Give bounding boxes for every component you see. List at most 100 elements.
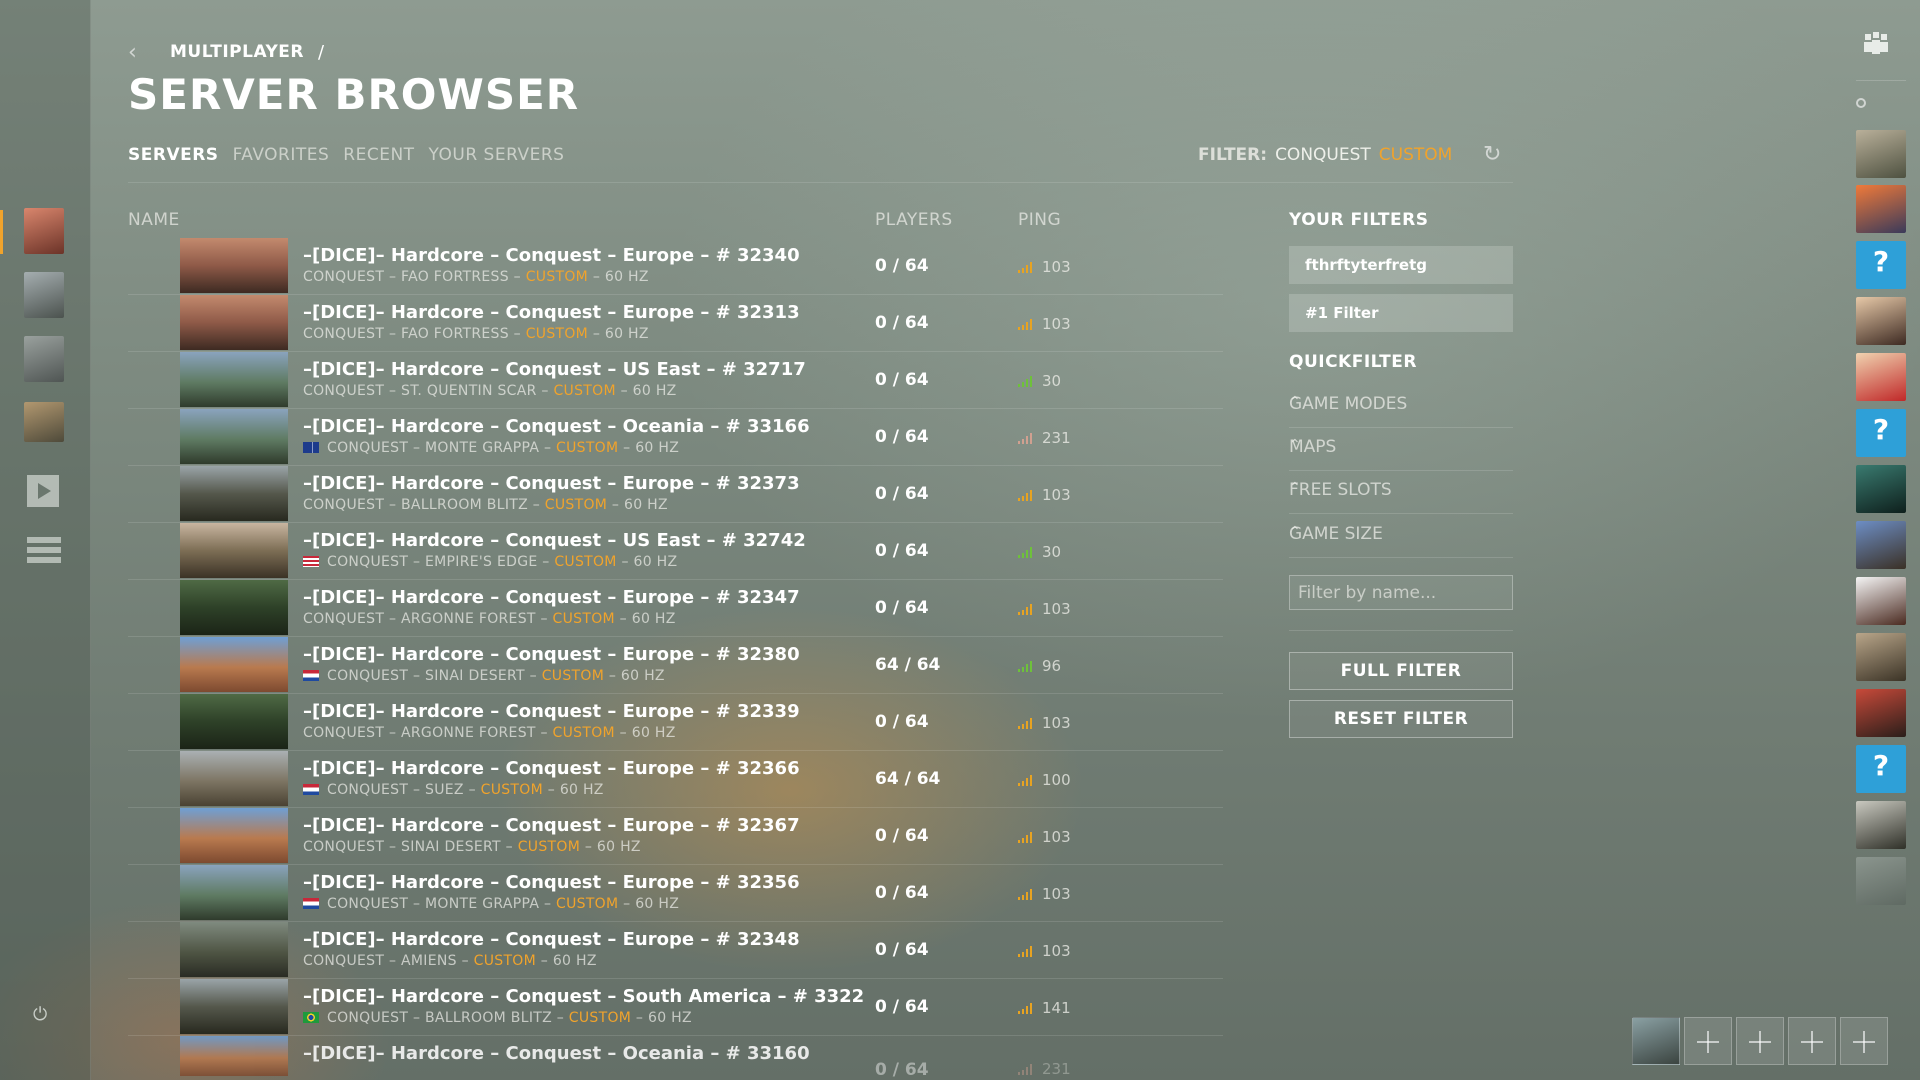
menu-icon[interactable] bbox=[27, 537, 61, 569]
server-row[interactable]: –[DICE]– Hardcore – Conquest – Europe – … bbox=[128, 694, 1223, 751]
friend-avatar[interactable] bbox=[1856, 801, 1906, 849]
friend-avatar[interactable] bbox=[1856, 353, 1906, 401]
server-rate: 60 HZ bbox=[604, 269, 649, 285]
saved-filter-2[interactable]: #1 Filter bbox=[1289, 294, 1513, 332]
server-ping: 30 bbox=[1018, 372, 1061, 390]
friend-avatar[interactable] bbox=[1856, 689, 1906, 737]
ping-value: 103 bbox=[1042, 885, 1071, 903]
squad-icon[interactable] bbox=[1862, 30, 1890, 58]
server-row[interactable]: –[DICE]– Hardcore – Conquest – Europe – … bbox=[128, 580, 1223, 637]
full-filter-button[interactable]: FULL FILTER bbox=[1289, 652, 1513, 690]
tab-recent[interactable]: RECENT bbox=[343, 145, 415, 165]
friend-avatar[interactable] bbox=[1856, 130, 1906, 178]
server-row[interactable]: –[DICE]– Hardcore – Conquest – US East –… bbox=[128, 523, 1223, 580]
signal-bars-icon bbox=[1018, 1002, 1034, 1014]
server-players: 0 / 64 bbox=[875, 826, 929, 846]
server-row[interactable]: –[DICE]– Hardcore – Conquest – Europe – … bbox=[128, 466, 1223, 523]
tab-favorites[interactable]: FAVORITES bbox=[232, 145, 330, 165]
status-dot-icon[interactable] bbox=[1856, 98, 1866, 108]
play-icon[interactable] bbox=[27, 475, 59, 507]
server-map: SINAI DESERT bbox=[401, 839, 501, 855]
signal-bars-icon bbox=[1018, 489, 1034, 501]
server-map: FAO FORTRESS bbox=[401, 269, 509, 285]
refresh-icon[interactable]: ↻ bbox=[1483, 142, 1502, 167]
server-details: CONQUEST – EMPIRE'S EDGE – CUSTOM – 60 H… bbox=[303, 554, 677, 570]
friend-avatar[interactable] bbox=[1856, 577, 1906, 625]
server-row[interactable]: –[DICE]– Hardcore – Conquest – US East –… bbox=[128, 352, 1223, 409]
chevron-left-icon[interactable]: ‹ bbox=[128, 39, 137, 65]
server-name: –[DICE]– Hardcore – Conquest – Europe – … bbox=[303, 872, 800, 893]
server-tag: CUSTOM bbox=[541, 668, 605, 684]
friend-avatar-default[interactable] bbox=[1856, 745, 1906, 793]
friend-avatar[interactable] bbox=[1856, 521, 1906, 569]
tab-servers[interactable]: SERVERS bbox=[128, 145, 219, 165]
server-details: CONQUEST – FAO FORTRESS – CUSTOM – 60 HZ bbox=[303, 269, 649, 285]
column-header-name[interactable]: NAME bbox=[128, 210, 180, 230]
map-thumbnail bbox=[180, 865, 288, 920]
friend-avatar-default[interactable] bbox=[1856, 241, 1906, 289]
signal-bars-icon bbox=[1018, 318, 1034, 330]
server-mode: CONQUEST bbox=[327, 896, 409, 912]
server-details: CONQUEST – SINAI DESERT – CUSTOM – 60 HZ bbox=[303, 839, 641, 855]
server-row[interactable]: –[DICE]– Hardcore – Conquest – Europe – … bbox=[128, 808, 1223, 865]
server-row[interactable]: –[DICE]– Hardcore – Conquest – South Ame… bbox=[128, 979, 1223, 1036]
nav-soldier-portrait-2[interactable] bbox=[24, 272, 64, 318]
map-thumbnail bbox=[180, 295, 288, 350]
add-squad-member-button[interactable] bbox=[1788, 1017, 1836, 1065]
signal-bars-icon bbox=[1018, 375, 1034, 387]
quickfilter-maps[interactable]: MAPS ⌃ bbox=[1289, 427, 1513, 471]
column-header-players[interactable]: PLAYERS bbox=[875, 210, 953, 230]
friend-avatar[interactable] bbox=[1856, 185, 1906, 233]
server-players: 0 / 64 bbox=[875, 313, 929, 333]
ping-value: 103 bbox=[1042, 828, 1071, 846]
add-squad-member-button[interactable] bbox=[1684, 1017, 1732, 1065]
squad-slot-player[interactable] bbox=[1632, 1017, 1680, 1065]
server-row[interactable]: –[DICE]– Hardcore – Conquest – Europe – … bbox=[128, 238, 1223, 295]
server-row[interactable]: –[DICE]– Hardcore – Conquest – Oceania –… bbox=[128, 1036, 1223, 1080]
friends-bar-divider bbox=[1856, 80, 1906, 81]
friend-avatar[interactable] bbox=[1856, 857, 1906, 905]
server-row[interactable]: –[DICE]– Hardcore – Conquest – Europe – … bbox=[128, 295, 1223, 352]
power-icon[interactable]: ⏻ bbox=[33, 1004, 48, 1025]
server-row[interactable]: –[DICE]– Hardcore – Conquest – Europe – … bbox=[128, 922, 1223, 979]
active-filter-summary[interactable]: FILTER: CONQUEST CUSTOM bbox=[1198, 145, 1452, 165]
server-row[interactable]: –[DICE]– Hardcore – Conquest – Europe – … bbox=[128, 865, 1223, 922]
server-details: CONQUEST – ARGONNE FOREST – CUSTOM – 60 … bbox=[303, 725, 676, 741]
map-thumbnail bbox=[180, 580, 288, 635]
map-thumbnail bbox=[180, 1036, 288, 1076]
signal-bars-icon bbox=[1018, 603, 1034, 615]
nav-vehicle-icon[interactable] bbox=[24, 402, 64, 442]
server-details: CONQUEST – BALLROOM BLITZ – CUSTOM – 60 … bbox=[303, 1010, 692, 1026]
server-row[interactable]: –[DICE]– Hardcore – Conquest – Oceania –… bbox=[128, 409, 1223, 466]
quickfilter-game-modes[interactable]: GAME MODES ⌃ bbox=[1289, 384, 1513, 428]
map-thumbnail bbox=[180, 352, 288, 407]
server-map: FAO FORTRESS bbox=[401, 326, 509, 342]
server-map: EMPIRE'S EDGE bbox=[425, 554, 538, 570]
server-row[interactable]: –[DICE]– Hardcore – Conquest – Europe – … bbox=[128, 751, 1223, 808]
friend-avatar[interactable] bbox=[1856, 633, 1906, 681]
add-squad-member-button[interactable] bbox=[1840, 1017, 1888, 1065]
column-header-ping[interactable]: PING bbox=[1018, 210, 1062, 230]
server-name: –[DICE]– Hardcore – Conquest – US East –… bbox=[303, 359, 806, 380]
quickfilter-free-slots[interactable]: FREE SLOTS ⌃ bbox=[1289, 470, 1513, 514]
add-squad-member-button[interactable] bbox=[1736, 1017, 1784, 1065]
friend-avatar-default[interactable] bbox=[1856, 409, 1906, 457]
panel-divider bbox=[1289, 630, 1513, 631]
friend-avatar[interactable] bbox=[1856, 297, 1906, 345]
server-rate: 60 HZ bbox=[632, 383, 677, 399]
tab-bar: SERVERS FAVORITES RECENT YOUR SERVERS bbox=[128, 145, 564, 165]
nav-soldier-portrait-3[interactable] bbox=[24, 336, 64, 382]
friend-avatar[interactable] bbox=[1856, 465, 1906, 513]
server-row[interactable]: –[DICE]– Hardcore – Conquest – Europe – … bbox=[128, 637, 1223, 694]
reset-filter-button[interactable]: RESET FILTER bbox=[1289, 700, 1513, 738]
nav-soldier-portrait-1[interactable] bbox=[24, 208, 64, 254]
quickfilter-game-size[interactable]: GAME SIZE ⌃ bbox=[1289, 514, 1513, 558]
flag-us-icon bbox=[303, 556, 319, 567]
filter-by-name-input[interactable] bbox=[1289, 575, 1513, 610]
tab-your-servers[interactable]: YOUR SERVERS bbox=[428, 145, 565, 165]
breadcrumb-multiplayer[interactable]: MULTIPLAYER bbox=[170, 42, 304, 62]
saved-filter-1[interactable]: fthrftyterfretg bbox=[1289, 246, 1513, 284]
server-rate: 60 HZ bbox=[631, 611, 676, 627]
signal-bars-icon bbox=[1018, 660, 1034, 672]
server-map: AMIENS bbox=[401, 953, 457, 969]
